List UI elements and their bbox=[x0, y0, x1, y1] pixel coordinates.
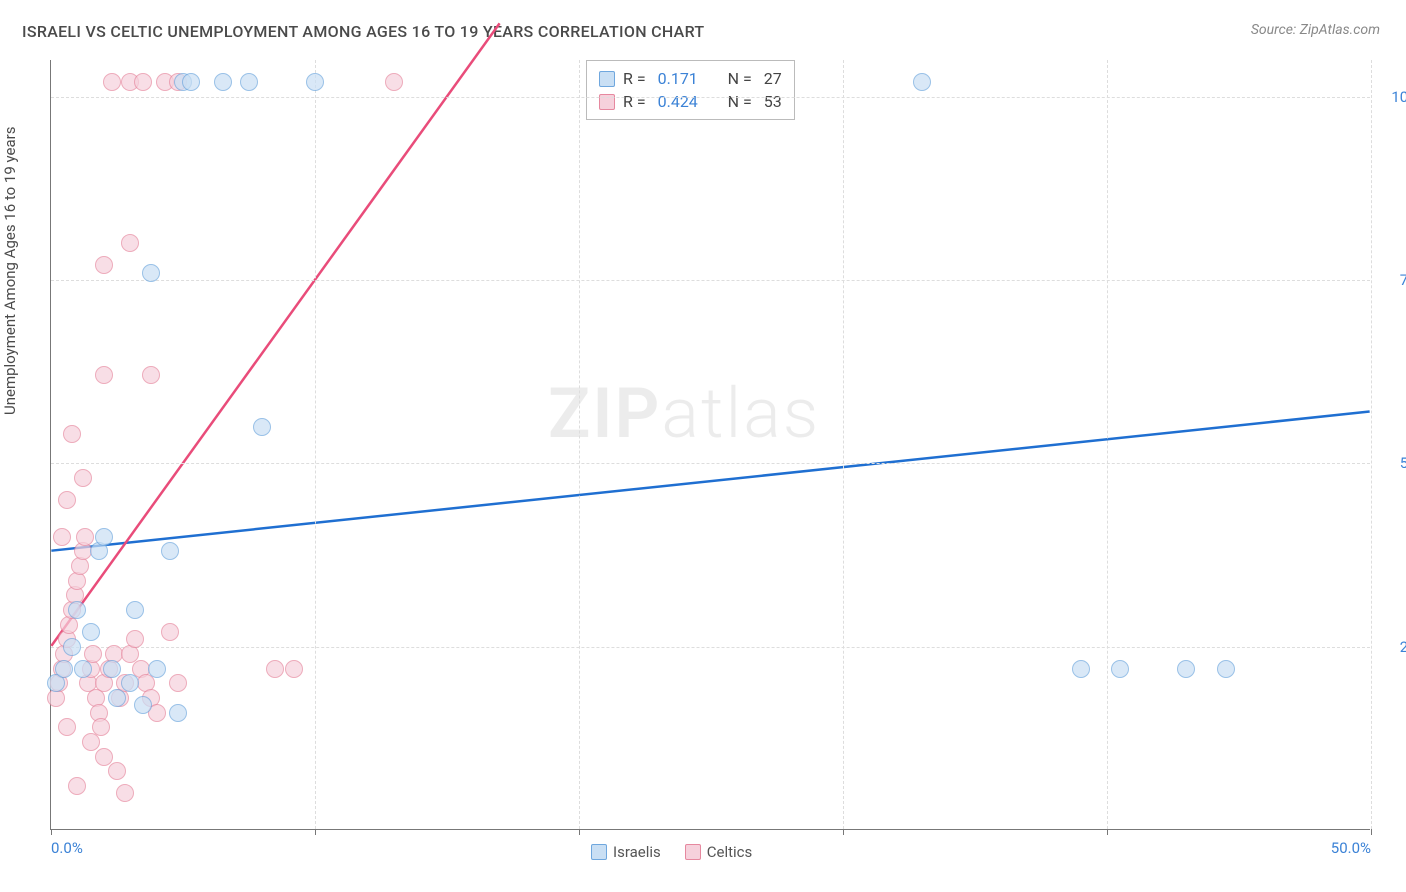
gridline-vertical bbox=[1371, 60, 1372, 829]
legend-label-israelis: Israelis bbox=[613, 843, 661, 861]
gridline-horizontal bbox=[51, 647, 1370, 648]
scatter-point-celtics bbox=[285, 660, 303, 678]
trend-line-israelis bbox=[51, 412, 1369, 551]
r-label-2: R = bbox=[623, 92, 646, 111]
x-tick-mark bbox=[315, 829, 316, 835]
stats-row-celtics: R = 0.424 N = 53 bbox=[599, 90, 782, 113]
scatter-point-israelis bbox=[126, 601, 144, 619]
trend-line-celtics bbox=[51, 23, 499, 646]
scatter-point-israelis bbox=[148, 660, 166, 678]
scatter-point-israelis bbox=[1177, 660, 1195, 678]
scatter-point-celtics bbox=[169, 674, 187, 692]
scatter-point-celtics bbox=[76, 528, 94, 546]
scatter-point-celtics bbox=[95, 256, 113, 274]
gridline-vertical bbox=[579, 60, 580, 829]
scatter-point-celtics bbox=[103, 73, 121, 91]
gridline-horizontal bbox=[51, 280, 1370, 281]
scatter-point-celtics bbox=[134, 73, 152, 91]
scatter-point-israelis bbox=[95, 528, 113, 546]
scatter-point-celtics bbox=[95, 366, 113, 384]
x-tick-label: 50.0% bbox=[1331, 839, 1371, 857]
scatter-point-celtics bbox=[121, 234, 139, 252]
scatter-point-israelis bbox=[108, 689, 126, 707]
scatter-point-celtics bbox=[142, 366, 160, 384]
scatter-point-israelis bbox=[74, 660, 92, 678]
stats-row-israelis: R = 0.171 N = 27 bbox=[599, 67, 782, 90]
scatter-point-celtics bbox=[108, 762, 126, 780]
scatter-point-israelis bbox=[1072, 660, 1090, 678]
y-tick-label: 50.0% bbox=[1380, 454, 1406, 472]
scatter-point-celtics bbox=[53, 528, 71, 546]
scatter-point-israelis bbox=[240, 73, 258, 91]
watermark: ZIPatlas bbox=[548, 373, 820, 455]
scatter-point-israelis bbox=[142, 264, 160, 282]
x-tick-mark bbox=[1371, 829, 1372, 835]
plot-area: ZIPatlas R = 0.171 N = 27 R = 0.424 N = … bbox=[50, 60, 1370, 830]
scatter-point-israelis bbox=[68, 601, 86, 619]
scatter-point-celtics bbox=[116, 784, 134, 802]
gridline-vertical bbox=[315, 60, 316, 829]
y-tick-label: 75.0% bbox=[1380, 271, 1406, 289]
gridline-horizontal bbox=[51, 463, 1370, 464]
legend-item-celtics: Celtics bbox=[685, 843, 753, 861]
n-label-2: N = bbox=[728, 92, 752, 111]
series-legend: Israelis Celtics bbox=[591, 843, 752, 861]
scatter-point-celtics bbox=[58, 491, 76, 509]
trend-lines-svg bbox=[51, 60, 1370, 829]
stats-legend: R = 0.171 N = 27 R = 0.424 N = 53 bbox=[586, 60, 795, 120]
scatter-point-israelis bbox=[306, 73, 324, 91]
scatter-point-celtics bbox=[266, 660, 284, 678]
watermark-atlas: atlas bbox=[661, 373, 820, 455]
watermark-zip: ZIP bbox=[548, 373, 661, 455]
scatter-point-celtics bbox=[74, 469, 92, 487]
y-tick-label: 25.0% bbox=[1380, 638, 1406, 656]
scatter-point-israelis bbox=[63, 638, 81, 656]
scatter-point-israelis bbox=[182, 73, 200, 91]
r-value-celtics: 0.424 bbox=[658, 92, 706, 111]
scatter-point-israelis bbox=[169, 704, 187, 722]
x-tick-label: 0.0% bbox=[51, 839, 83, 857]
chart-title: ISRAELI VS CELTIC UNEMPLOYMENT AMONG AGE… bbox=[22, 22, 704, 41]
source-attribution: Source: ZipAtlas.com bbox=[1251, 22, 1380, 38]
scatter-point-israelis bbox=[134, 696, 152, 714]
scatter-point-israelis bbox=[82, 623, 100, 641]
gridline-horizontal bbox=[51, 97, 1370, 98]
legend-swatch-israelis bbox=[591, 844, 607, 860]
scatter-point-celtics bbox=[385, 73, 403, 91]
r-label: R = bbox=[623, 69, 646, 88]
scatter-point-israelis bbox=[214, 73, 232, 91]
scatter-point-israelis bbox=[55, 660, 73, 678]
scatter-point-israelis bbox=[1111, 660, 1129, 678]
y-tick-label: 100.0% bbox=[1380, 88, 1406, 106]
n-value-israelis: 27 bbox=[764, 69, 782, 88]
legend-label-celtics: Celtics bbox=[707, 843, 753, 861]
scatter-point-israelis bbox=[913, 73, 931, 91]
n-label: N = bbox=[728, 69, 752, 88]
x-tick-mark bbox=[1107, 829, 1108, 835]
scatter-point-israelis bbox=[103, 660, 121, 678]
n-value-celtics: 53 bbox=[764, 92, 782, 111]
scatter-point-celtics bbox=[68, 777, 86, 795]
scatter-point-israelis bbox=[1217, 660, 1235, 678]
swatch-israelis bbox=[599, 71, 615, 87]
y-axis-label: Unemployment Among Ages 16 to 19 years bbox=[1, 127, 19, 415]
scatter-point-israelis bbox=[253, 418, 271, 436]
scatter-point-celtics bbox=[95, 748, 113, 766]
scatter-point-celtics bbox=[126, 630, 144, 648]
scatter-point-celtics bbox=[82, 733, 100, 751]
scatter-point-israelis bbox=[161, 542, 179, 560]
gridline-vertical bbox=[1107, 60, 1108, 829]
scatter-point-celtics bbox=[58, 718, 76, 736]
scatter-point-israelis bbox=[121, 674, 139, 692]
x-tick-mark bbox=[843, 829, 844, 835]
scatter-point-celtics bbox=[63, 425, 81, 443]
legend-item-israelis: Israelis bbox=[591, 843, 661, 861]
x-tick-mark bbox=[579, 829, 580, 835]
scatter-point-celtics bbox=[161, 623, 179, 641]
r-value-israelis: 0.171 bbox=[658, 69, 706, 88]
legend-swatch-celtics bbox=[685, 844, 701, 860]
gridline-vertical bbox=[843, 60, 844, 829]
x-tick-mark bbox=[51, 829, 52, 835]
